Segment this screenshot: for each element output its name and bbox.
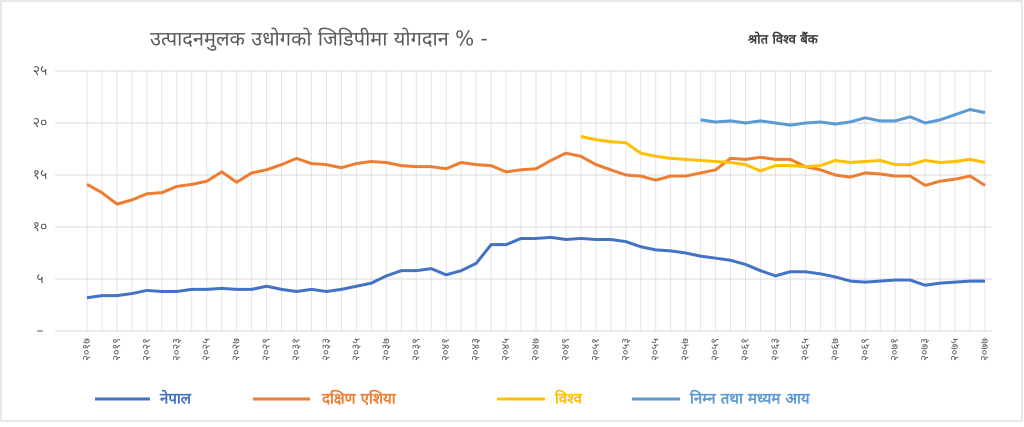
series-line <box>700 107 986 127</box>
x-tick-label: २०६७ <box>828 338 841 361</box>
series-line <box>580 135 986 173</box>
legend-label: निम्न तथा मध्यम आय <box>689 390 811 408</box>
chart-source: श्रोत विश्व बैंक <box>747 32 819 48</box>
x-tick-label: २०५३ <box>619 338 632 361</box>
x-tick-label: २०४१ <box>439 338 452 361</box>
x-tick-label: २०३३ <box>319 338 332 361</box>
y-tick-label: १५ <box>33 167 48 183</box>
x-tick-label: २०३१ <box>290 338 303 361</box>
x-tick-label: २०५५ <box>649 338 662 361</box>
x-tick-label: २०२७ <box>230 338 243 361</box>
x-tick-label: २०३७ <box>379 338 392 361</box>
y-tick-label: १० <box>33 219 48 235</box>
x-tick-label: २०१७ <box>80 338 93 361</box>
chart-title: उत्पादनमुलक उधोगको जिडिपीमा योगदान % - <box>150 27 488 52</box>
x-tick-label: २०७५ <box>948 338 961 361</box>
x-tick-label: २०२१ <box>140 338 153 361</box>
x-tick-label: २०४३ <box>469 338 482 361</box>
y-tick-label: २० <box>33 115 48 131</box>
y-tick-label: – <box>37 323 44 339</box>
x-tick-label: २०६३ <box>768 338 781 361</box>
legend-label: विश्व <box>554 390 583 408</box>
series-line <box>86 151 986 206</box>
legend-label: दक्षिण एशिया <box>321 390 397 408</box>
x-tick-label: २०७७ <box>978 338 991 361</box>
x-tick-label: २०५१ <box>589 338 602 361</box>
y-tick-label: २५ <box>33 63 48 79</box>
x-tick-label: २०५९ <box>709 338 722 361</box>
x-tick-label: २०६५ <box>798 338 811 361</box>
legend-label: नेपाल <box>159 390 192 408</box>
x-tick-label: २०६१ <box>739 338 752 361</box>
x-tick-label: २०२५ <box>200 338 213 361</box>
x-tick-label: २०४५ <box>499 338 512 361</box>
x-tick-label: २०७१ <box>888 338 901 361</box>
x-tick-label: २०१९ <box>110 338 123 361</box>
x-tick-label: २०२३ <box>170 338 183 361</box>
x-tick-label: २०४९ <box>559 338 572 361</box>
x-tick-label: २०३९ <box>409 338 422 361</box>
x-tick-label: २०६९ <box>858 338 871 361</box>
x-tick-label: २०२९ <box>260 338 273 361</box>
x-tick-label: २०३५ <box>349 338 362 361</box>
x-tick-label: २०७३ <box>918 338 931 361</box>
series-line <box>86 235 985 300</box>
x-tick-label: २०४७ <box>529 338 542 361</box>
y-tick-label: ५ <box>36 271 43 287</box>
x-tick-label: २०५७ <box>679 338 692 361</box>
